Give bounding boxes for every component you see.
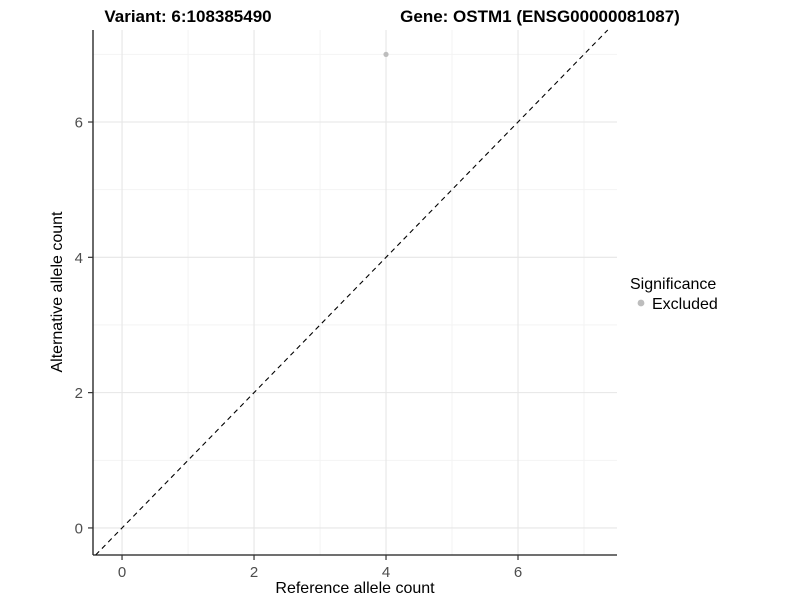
legend-label-excluded: Excluded <box>652 296 718 313</box>
axis-tick-labels: 0 2 4 6 0 2 4 6 <box>75 115 523 581</box>
gridlines-minor <box>93 30 617 555</box>
x-axis-title: Reference allele count <box>275 580 435 597</box>
y-tick-label: 4 <box>75 250 83 267</box>
y-tick-label: 6 <box>75 115 83 132</box>
legend-title: Significance <box>630 276 716 293</box>
legend-key-excluded-dot <box>637 299 645 307</box>
plot-title-gene: Gene: OSTM1 (ENSG00000081087) <box>400 7 680 26</box>
x-tick-label: 0 <box>118 564 126 581</box>
axis-lines <box>92 30 617 556</box>
identity-line <box>95 29 609 556</box>
axis-ticks <box>88 121 519 560</box>
x-tick-label: 2 <box>250 564 258 581</box>
y-tick-label: 0 <box>75 520 83 537</box>
y-axis-title: Alternative allele count <box>49 211 66 373</box>
plot-title-variant: Variant: 6:108385490 <box>104 7 271 26</box>
identity-reference-line <box>95 29 609 556</box>
legend: Significance Excluded <box>630 276 718 313</box>
data-point <box>383 51 389 57</box>
x-tick-label: 6 <box>514 564 522 581</box>
y-tick-label: 2 <box>75 385 83 402</box>
gridlines-major <box>93 30 617 555</box>
x-tick-label: 4 <box>382 564 390 581</box>
data-points <box>383 51 389 57</box>
